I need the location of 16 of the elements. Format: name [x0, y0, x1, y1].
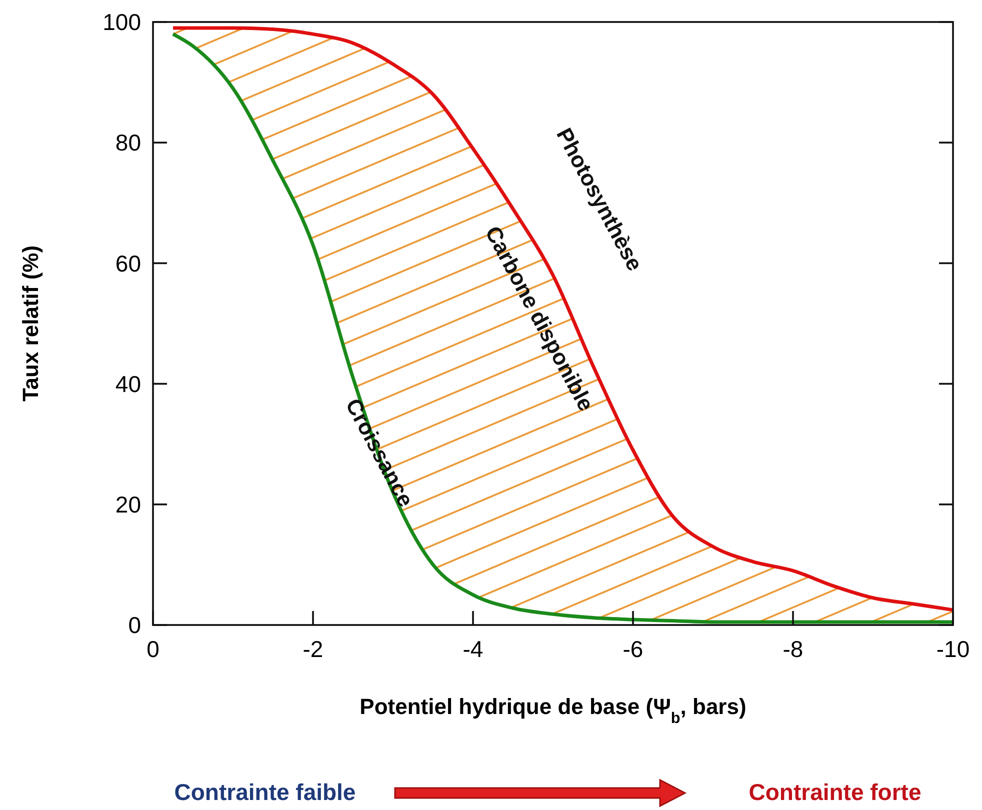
text: Contrainte faible: [174, 779, 356, 805]
text: Contrainte forte: [748, 779, 922, 805]
y-tick-label: 20: [115, 491, 141, 518]
y-tick-label: 40: [115, 370, 141, 397]
y-tick-label: 80: [115, 130, 141, 156]
y-tick-label: 60: [115, 250, 141, 276]
x-axis-title: Potentiel hydrique de base (Ψ$_{b}$, bars): [360, 694, 746, 726]
x-tick-label: -8: [782, 636, 804, 662]
x-tick-label: -2: [302, 636, 324, 662]
x-tick-label: -4: [462, 636, 484, 662]
y-tick-label: 0: [128, 612, 141, 638]
x-tick-label: 0: [146, 636, 160, 662]
y-tick-label: 100: [102, 9, 141, 36]
y-axis-title: Taux relatif (%): [18, 245, 43, 402]
x-tick-label: -6: [622, 636, 644, 662]
x-tick-label: -10: [936, 636, 970, 662]
